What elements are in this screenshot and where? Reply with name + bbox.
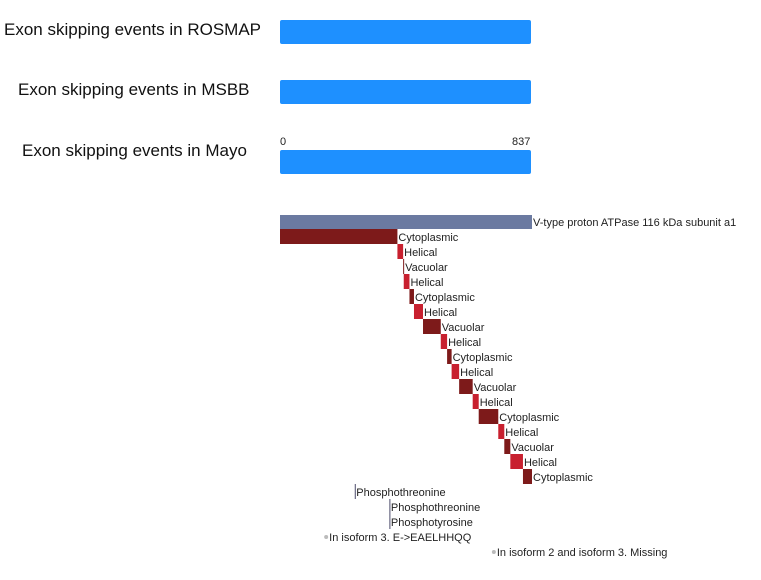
topology-segment-16 [510,454,523,469]
feature-marker-4 [324,535,329,539]
topology-label-12: Helical [480,397,513,409]
topology-segment-6 [413,304,424,319]
topology-label-5: Cytoplasmic [415,292,475,304]
topology-segment-9 [447,349,452,364]
axis-min-label: 0 [280,136,287,148]
feature-label-3: Phosphotyrosine [391,517,473,529]
track-bar-rosmap[interactable] [280,20,531,44]
topology-segment-11 [459,379,473,394]
topology-label-15: Vacuolar [511,442,554,454]
topology-segment-12 [472,394,479,409]
topology-label-4: Helical [410,277,443,289]
topology-segment-3 [403,259,405,274]
topology-segment-4 [403,274,410,289]
topology-label-1: Cytoplasmic [398,232,458,244]
track-label-msbb: Exon skipping events in MSBB [18,80,250,99]
topology-label-6: Helical [424,307,457,319]
protein-label: V-type proton ATPase 116 kDa subunit a1 [533,217,736,229]
topology-label-7: Vacuolar [442,322,485,334]
topology-label-16: Helical [524,457,557,469]
topology-segment-8 [440,334,448,349]
topology-segment-1 [280,229,398,244]
topology-label-13: Cytoplasmic [499,412,559,424]
track-label-mayo: Exon skipping events in Mayo [22,141,247,160]
topology-segment-17 [522,469,532,484]
topology-label-9: Cytoplasmic [453,352,513,364]
axis-max-label: 837 [512,136,531,148]
track-label-rosmap: Exon skipping events in ROSMAP [4,20,262,39]
topology-segment-10 [451,364,460,379]
track-bar-mayo[interactable] [280,150,531,174]
topology-label-17: Cytoplasmic [533,472,593,484]
feature-label-4: In isoform 3. E->EAELHHQQ [329,532,472,544]
topology-segment-5 [409,289,414,304]
topology-label-14: Helical [505,427,538,439]
topology-segment-2 [397,244,404,259]
protein-bar [280,215,532,229]
topology-label-2: Helical [404,247,437,259]
topology-segment-7 [423,319,441,334]
topology-segment-13 [478,409,499,424]
track-bar-msbb[interactable] [280,80,531,104]
topology-segment-14 [498,424,505,439]
feature-marker-5 [491,550,496,554]
feature-label-1: Phosphothreonine [356,487,445,499]
topology-label-8: Helical [448,337,481,349]
topology-segment-15 [504,439,511,454]
topology-label-10: Helical [460,367,493,379]
feature-label-5: In isoform 2 and isoform 3. Missing [497,547,668,559]
feature-label-2: Phosphothreonine [391,502,480,514]
topology-label-3: Vacuolar [405,262,448,274]
topology-label-11: Vacuolar [474,382,517,394]
